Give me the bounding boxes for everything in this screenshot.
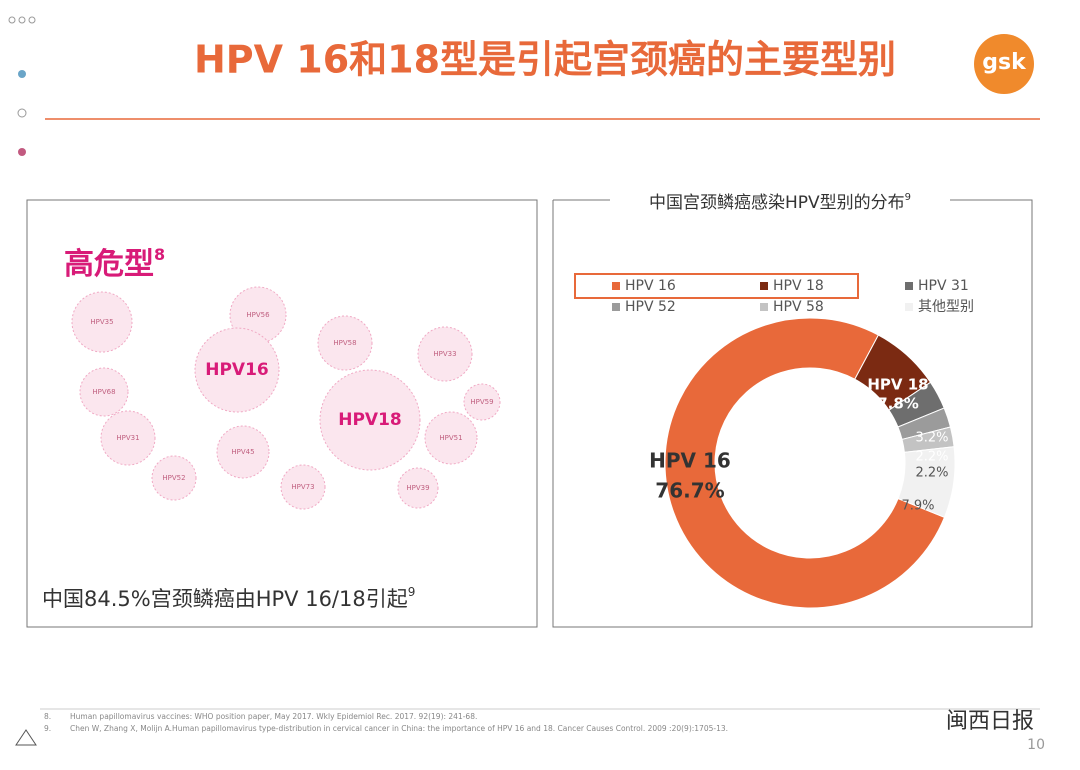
virus-label: HPV39 <box>406 484 429 492</box>
virus-group: HPV35 HPV56 HPV58 HPV33 HPV16 HPV68 HPV18 HPV59… <box>71 286 501 510</box>
window-dots <box>8 16 36 24</box>
virus <box>216 425 270 479</box>
left-panel <box>26 199 538 628</box>
virus-label: HPV58 <box>333 339 356 347</box>
virus-label: HPV18 <box>338 410 402 430</box>
legend-swatch <box>760 303 768 311</box>
virus-label: HPV59 <box>470 398 493 406</box>
virus <box>280 464 326 510</box>
virus-label: HPV35 <box>90 318 113 326</box>
logo: gsk <box>982 50 1027 75</box>
legend-swatch <box>905 282 913 290</box>
slide-title: HPV 16和18型是引起宫颈癌的主要型别 <box>194 38 896 82</box>
virus-label: HPV33 <box>433 350 456 358</box>
legend-swatch <box>612 303 620 311</box>
virus <box>194 327 280 413</box>
virus <box>319 369 421 471</box>
virus <box>100 410 156 466</box>
reference: 8. <box>44 712 51 721</box>
virus-label: HPV52 <box>162 474 185 482</box>
legend-label: HPV 31 <box>918 278 969 294</box>
reference: Chen W, Zhang X, Molijn A.Human papillom… <box>70 724 728 733</box>
legend-label: HPV 18 <box>773 278 824 294</box>
legend-label: 其他型别 <box>918 299 974 315</box>
virus-label: HPV56 <box>246 311 270 319</box>
side-dot <box>18 70 26 78</box>
virus-label: HPV51 <box>439 434 462 442</box>
virus-label: HPV45 <box>231 448 254 456</box>
side-dot <box>18 148 26 156</box>
virus <box>463 383 501 421</box>
logo-badge <box>974 34 1034 94</box>
page-number: 10 <box>1027 737 1045 753</box>
legend-swatch <box>612 282 620 290</box>
legend-label: HPV 58 <box>773 299 824 315</box>
virus <box>71 291 133 353</box>
panel-caption: 中国84.5%宫颈鳞癌由HPV 16/18引起9 <box>42 585 415 612</box>
slice-name: HPV 16 <box>649 449 731 473</box>
virus <box>317 315 373 371</box>
reference: Human papillomavirus vaccines: WHO posit… <box>70 712 477 721</box>
slice-name: HPV 18 <box>867 376 928 394</box>
legend-swatch <box>905 303 913 311</box>
virus <box>79 367 129 417</box>
heading-text: 高危型 <box>64 247 154 282</box>
virus-label: HPV31 <box>116 434 139 442</box>
reference-mark: 9 <box>905 192 911 203</box>
legend-swatch <box>760 282 768 290</box>
slice-value: 7.9% <box>901 499 934 514</box>
slice-value: 76.7% <box>655 479 724 503</box>
virus <box>397 467 439 509</box>
slice-value: 7.8% <box>877 395 919 413</box>
caption-text: 中国84.5%宫颈鳞癌由HPV 16/18引起 <box>42 587 408 611</box>
panel-heading: 高危型8 <box>64 245 165 282</box>
donut-slice <box>664 317 946 609</box>
slice-value: 2.2% <box>915 466 948 481</box>
references: 8. Human papillomavirus vaccines: WHO pos… <box>44 712 728 733</box>
virus <box>424 411 478 465</box>
virus-label: HPV68 <box>92 388 115 396</box>
reference-mark: 9 <box>408 585 416 599</box>
nav-icon <box>15 729 37 746</box>
virus <box>417 326 473 382</box>
donut-chart: HPV 16 HPV 18 HPV 31 HPV 52 HPV 58 其他型别 HPV 16… <box>612 278 974 609</box>
legend-highlight <box>574 273 859 299</box>
legend-label: HPV 16 <box>625 278 676 294</box>
slice-value: 2.2% <box>915 450 948 465</box>
chart-title-text: 中国宫颈鳞癌感染HPV型别的分布 <box>649 193 905 213</box>
reference-mark: 8 <box>154 245 165 264</box>
reference: 9. <box>44 724 51 733</box>
virus-label: HPV16 <box>205 360 269 380</box>
virus <box>151 455 197 501</box>
slice-value: 3.2% <box>915 431 948 446</box>
legend-label: HPV 52 <box>625 299 676 315</box>
donut-slice <box>897 446 956 518</box>
chart-title: 中国宫颈鳞癌感染HPV型别的分布9 <box>649 192 911 213</box>
side-dot <box>17 108 27 118</box>
virus-label: HPV73 <box>291 483 314 491</box>
watermark: 闽西日报 <box>946 709 1034 734</box>
right-panel <box>552 199 1033 628</box>
